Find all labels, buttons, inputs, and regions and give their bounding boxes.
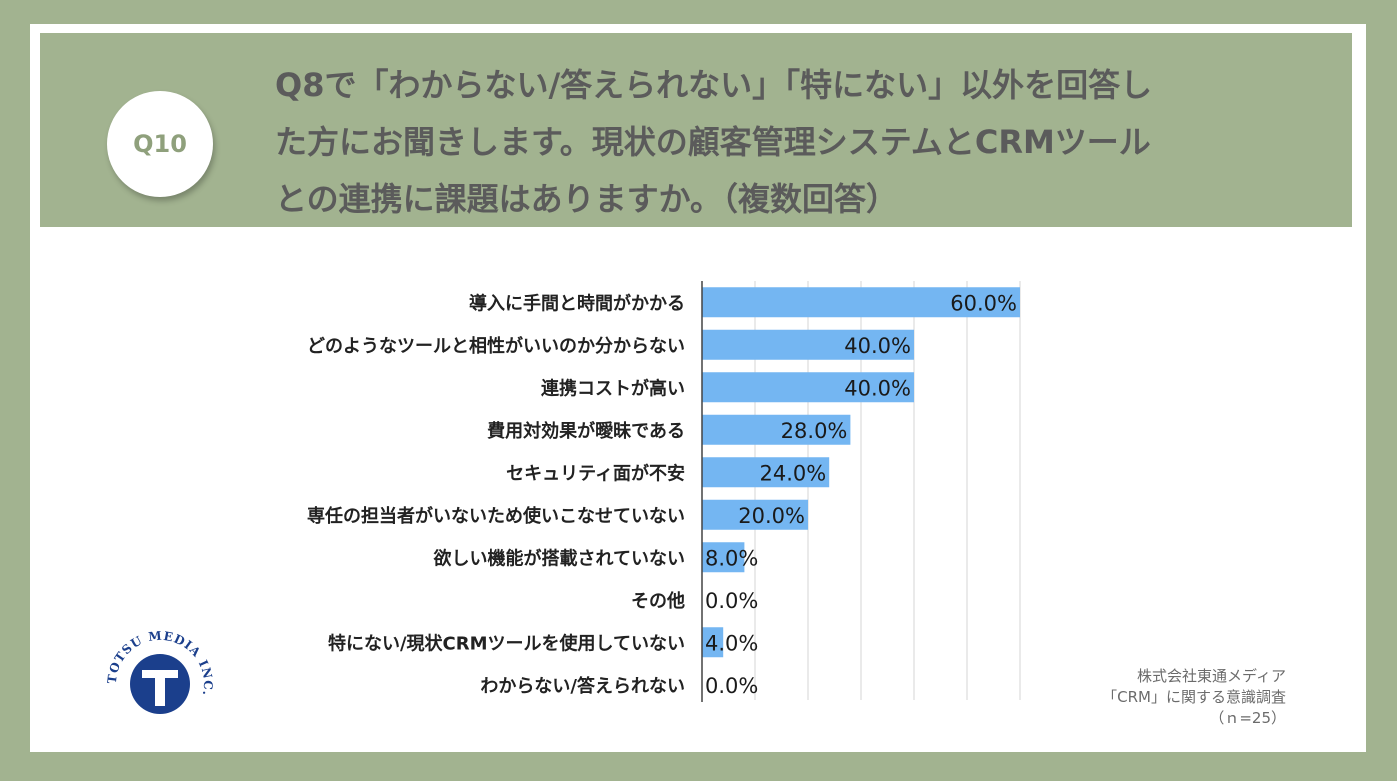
bar xyxy=(702,499,808,530)
data-label: 40.0% xyxy=(844,334,911,358)
category-label: その他 xyxy=(631,590,685,612)
question-text: Q8で「わからない/答えられない」「特にない」以外を回答し た方にお聞きします。… xyxy=(275,57,1275,228)
category-label: わからない/答えられない xyxy=(480,675,685,697)
data-label: 0.0% xyxy=(705,589,758,613)
data-label: 8.0% xyxy=(705,546,758,570)
data-label: 4.0% xyxy=(705,631,758,655)
slide-card: Q10 Q8で「わからない/答えられない」「特にない」以外を回答し た方にお聞き… xyxy=(30,24,1366,752)
bar xyxy=(702,287,1020,318)
category-label: 欲しい機能が搭載されていない xyxy=(433,547,685,569)
question-header: Q10 Q8で「わからない/答えられない」「特にない」以外を回答し た方にお聞き… xyxy=(40,33,1352,227)
category-label: 導入に手間と時間がかかる xyxy=(469,292,685,314)
category-label: 専任の担当者がいないため使いこなせていない xyxy=(307,505,685,527)
data-label: 28.0% xyxy=(781,419,848,443)
bar xyxy=(702,542,745,573)
bar xyxy=(702,414,851,445)
category-label: どのようなツールと相性がいいのか分からない xyxy=(307,335,685,357)
bar-chart: 導入に手間と時間がかかる 60.0% どのようなツールと相性がいいのか分からない 40… xyxy=(307,281,1021,702)
source-line-2: 「CRM」に関する意識調査 xyxy=(1102,688,1286,706)
question-line-3: との連携に課題はありますか。（複数回答） xyxy=(275,180,899,218)
source-line-1: 株式会社東通メディア xyxy=(1137,667,1286,685)
category-label: 連携コストが高い xyxy=(541,377,685,399)
bar xyxy=(702,627,724,658)
data-label: 60.0% xyxy=(950,291,1017,315)
category-label: 費用対効果が曖昧である xyxy=(487,420,685,442)
question-line-1: Q8で「わからない/答えられない」「特にない」以外を回答し xyxy=(275,66,1153,104)
totsu-media-logo: TOTSU MEDIA INC. xyxy=(105,629,214,714)
question-number-badge: Q10 xyxy=(107,91,213,197)
source-line-3: （ｎ=25） xyxy=(1209,709,1286,727)
bar xyxy=(702,457,830,488)
source-note: 株式会社東通メディア 「CRM」に関する意識調査 （ｎ=25） xyxy=(1102,666,1286,729)
bar xyxy=(702,329,914,360)
data-label: 0.0% xyxy=(705,674,758,698)
data-label: 20.0% xyxy=(738,504,805,528)
question-line-2: た方にお聞きします。現状の顧客管理システムとCRMツール xyxy=(275,123,1151,161)
bar xyxy=(702,372,914,403)
data-label: 24.0% xyxy=(759,461,826,485)
data-label: 40.0% xyxy=(844,376,911,400)
category-label: セキュリティ面が不安 xyxy=(506,462,685,484)
category-label: 特にない/現状CRMツールを使用していない xyxy=(328,632,685,654)
